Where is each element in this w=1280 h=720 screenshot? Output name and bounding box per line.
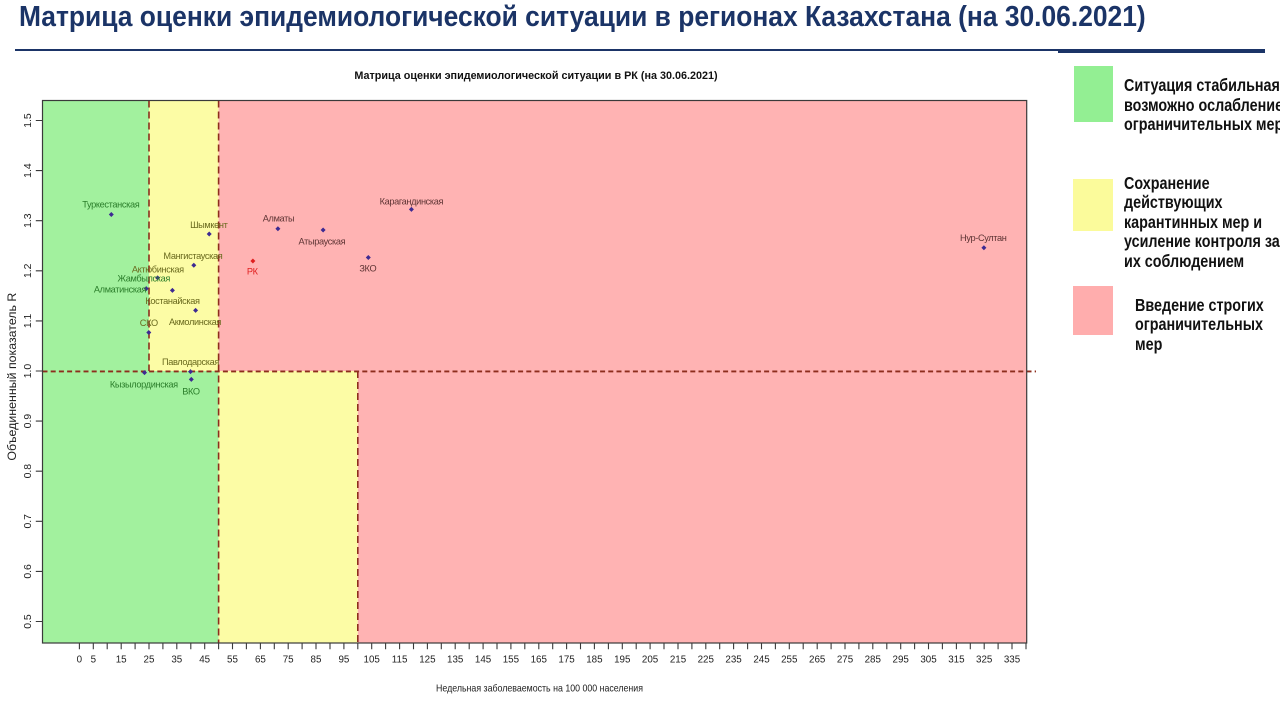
svg-text:Матрица оценки эпидемиологичес: Матрица оценки эпидемиологической ситуац… xyxy=(354,70,718,82)
svg-text:Алматинская: Алматинская xyxy=(94,284,147,294)
svg-text:155: 155 xyxy=(503,655,520,666)
svg-text:45: 45 xyxy=(199,655,210,666)
svg-text:Мангистауская: Мангистауская xyxy=(163,251,222,261)
svg-text:0.6: 0.6 xyxy=(23,564,34,579)
svg-text:5: 5 xyxy=(91,655,97,666)
svg-text:165: 165 xyxy=(531,655,548,666)
svg-text:0.8: 0.8 xyxy=(23,464,34,479)
svg-text:Нур-Султан: Нур-Султан xyxy=(960,233,1007,243)
svg-text:1.2: 1.2 xyxy=(23,263,34,278)
svg-text:285: 285 xyxy=(865,655,882,666)
svg-text:Жамбылская: Жамбылская xyxy=(118,274,171,284)
svg-text:Шымкент: Шымкент xyxy=(190,220,229,230)
svg-text:35: 35 xyxy=(171,655,182,666)
svg-text:0: 0 xyxy=(77,655,83,666)
svg-text:115: 115 xyxy=(392,655,408,666)
svg-text:335: 335 xyxy=(1004,655,1021,666)
svg-text:255: 255 xyxy=(781,655,798,666)
svg-text:75: 75 xyxy=(283,655,294,666)
svg-text:Акмолинская: Акмолинская xyxy=(169,317,221,327)
svg-text:225: 225 xyxy=(698,655,715,666)
svg-text:1.1: 1.1 xyxy=(23,313,34,328)
svg-text:205: 205 xyxy=(642,655,659,666)
svg-text:Актюбинская: Актюбинская xyxy=(132,265,184,275)
svg-text:325: 325 xyxy=(976,655,993,666)
svg-text:135: 135 xyxy=(447,655,464,666)
svg-text:65: 65 xyxy=(255,655,266,666)
svg-text:1.0: 1.0 xyxy=(23,364,34,379)
svg-text:СКО: СКО xyxy=(140,318,158,328)
svg-text:Павлодарская: Павлодарская xyxy=(162,357,219,367)
svg-text:Атырауская: Атырауская xyxy=(299,237,346,247)
svg-text:185: 185 xyxy=(586,655,603,666)
svg-text:0.9: 0.9 xyxy=(23,414,34,429)
svg-text:ВКО: ВКО xyxy=(182,387,200,397)
svg-text:Алматы: Алматы xyxy=(263,214,294,224)
svg-text:ЗКО: ЗКО xyxy=(359,264,376,274)
svg-text:195: 195 xyxy=(614,655,631,666)
svg-text:РК: РК xyxy=(247,266,259,276)
svg-text:175: 175 xyxy=(558,655,575,666)
svg-text:145: 145 xyxy=(475,655,492,666)
svg-text:Недельная заболеваемость на 10: Недельная заболеваемость на 100 000 насе… xyxy=(436,683,643,695)
svg-text:235: 235 xyxy=(725,655,742,666)
svg-text:1.3: 1.3 xyxy=(23,213,34,228)
svg-text:95: 95 xyxy=(338,655,349,666)
svg-text:0.7: 0.7 xyxy=(23,514,34,529)
svg-text:125: 125 xyxy=(419,655,436,666)
svg-text:Объединенный показатель R: Объединенный показатель R xyxy=(5,293,19,461)
svg-text:275: 275 xyxy=(837,655,854,666)
svg-text:1.4: 1.4 xyxy=(23,163,34,178)
svg-text:0.5: 0.5 xyxy=(23,614,34,629)
svg-text:315: 315 xyxy=(948,655,965,666)
svg-text:Кызылординская: Кызылординская xyxy=(110,379,178,389)
svg-text:215: 215 xyxy=(670,655,687,666)
svg-text:105: 105 xyxy=(364,655,381,666)
svg-text:15: 15 xyxy=(116,655,127,666)
svg-text:295: 295 xyxy=(893,655,910,666)
svg-text:25: 25 xyxy=(144,655,155,666)
svg-text:Карагандинская: Карагандинская xyxy=(380,196,444,206)
svg-text:1.5: 1.5 xyxy=(23,113,34,128)
svg-text:55: 55 xyxy=(227,655,238,666)
svg-text:Туркестанская: Туркестанская xyxy=(82,199,140,209)
svg-text:245: 245 xyxy=(753,655,770,666)
svg-text:265: 265 xyxy=(809,655,826,666)
svg-text:305: 305 xyxy=(920,655,937,666)
svg-text:85: 85 xyxy=(311,655,322,666)
svg-text:Костанайская: Костанайская xyxy=(145,296,200,306)
